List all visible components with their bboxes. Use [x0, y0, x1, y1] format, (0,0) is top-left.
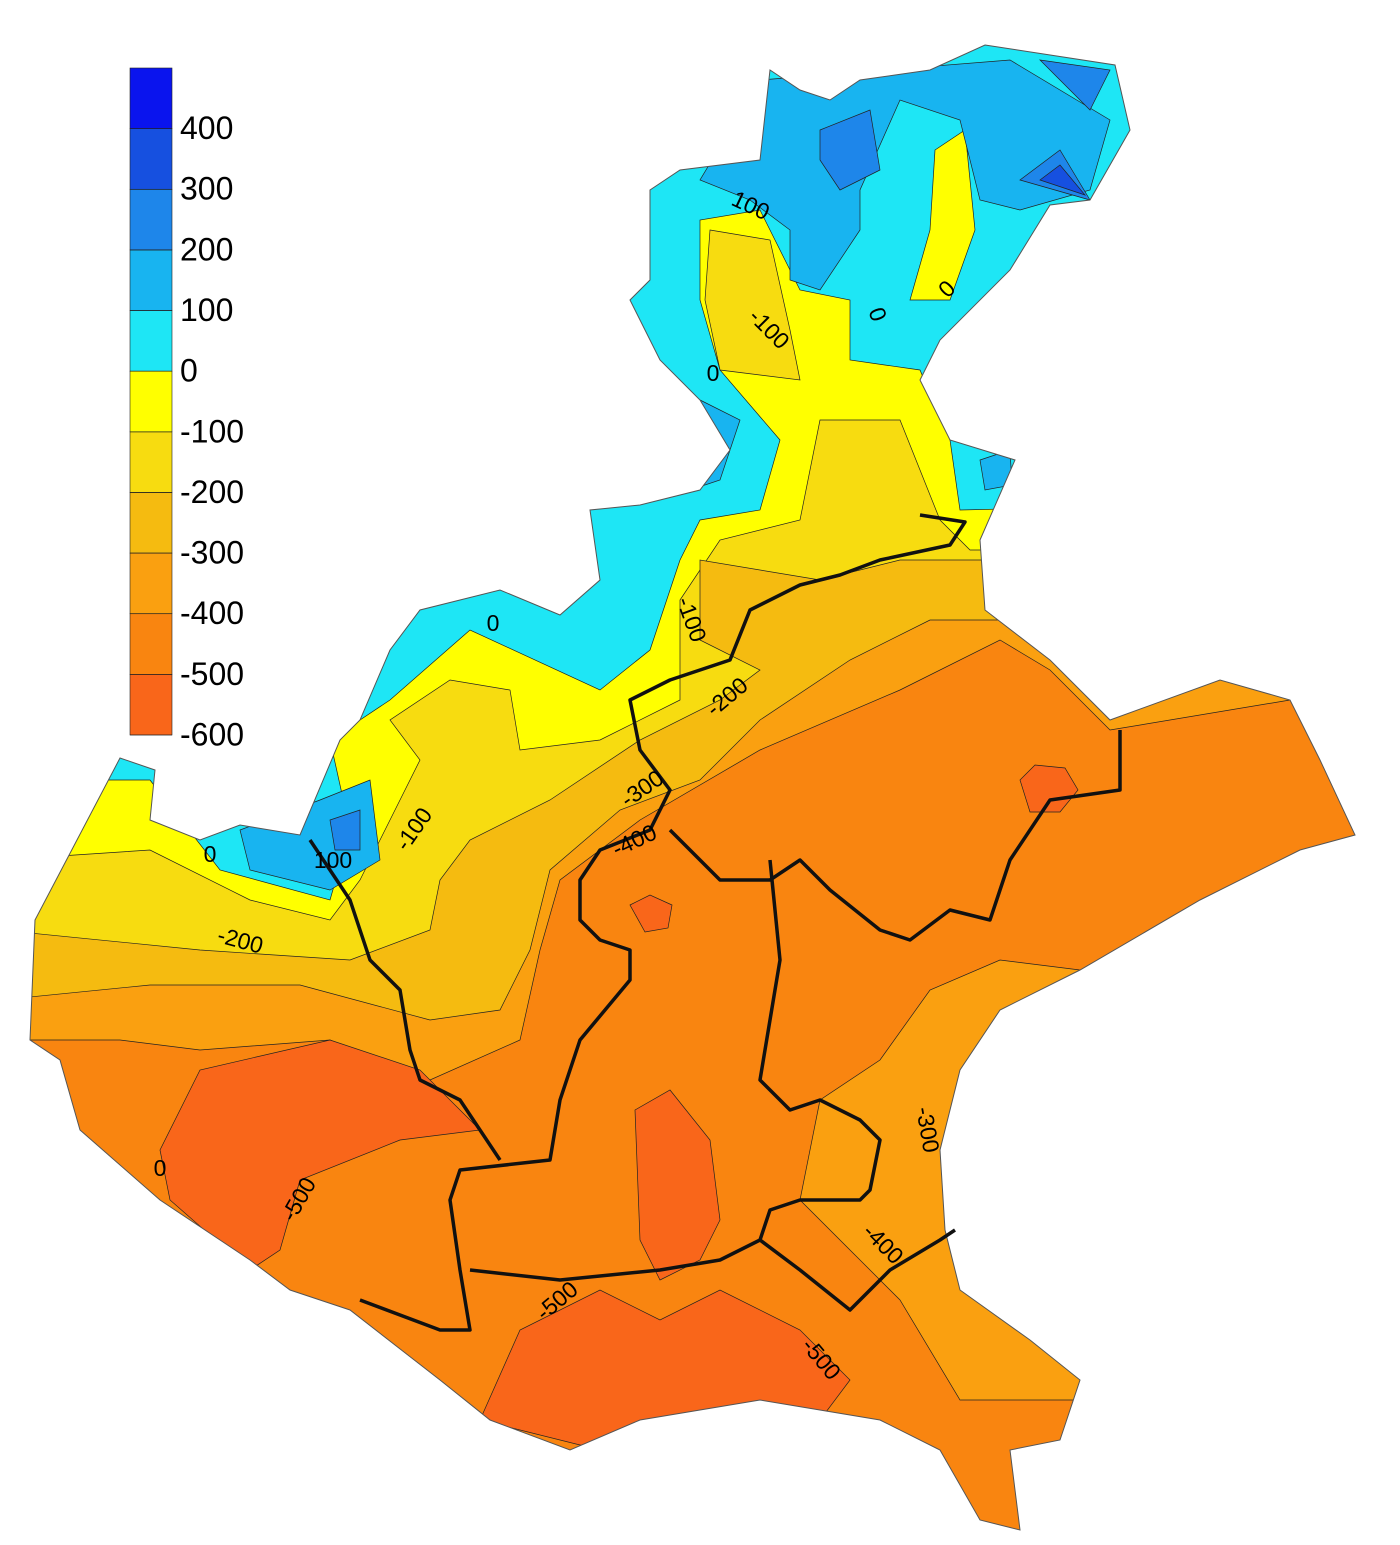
contour-zone — [634, 1089, 721, 1281]
legend-label: -400 — [180, 595, 244, 631]
legend-band — [129, 674, 173, 736]
contour-zone — [1039, 164, 1087, 196]
legend-label: -600 — [180, 716, 244, 752]
contour-zone — [1019, 764, 1079, 813]
province-border — [668, 730, 1122, 942]
legend-band — [129, 128, 173, 190]
contour-label: 0 — [707, 360, 720, 386]
contour-label: 0 — [204, 841, 217, 867]
legend-band — [129, 310, 173, 372]
legend-label: 300 — [180, 171, 233, 207]
legend-label: 200 — [180, 231, 233, 267]
province-border — [308, 839, 502, 1161]
contour-zone — [329, 809, 361, 851]
contour-label: 0 — [487, 610, 500, 636]
contour-zone — [819, 109, 881, 191]
legend-label: 100 — [180, 292, 233, 328]
legend-band — [129, 613, 173, 675]
legend-band — [129, 492, 173, 554]
legend-label: 0 — [180, 353, 198, 389]
contour-zone — [699, 59, 1111, 291]
legend-label: -200 — [180, 474, 244, 510]
legend-band — [129, 552, 173, 615]
legend-label: -300 — [180, 535, 244, 571]
contour-zone — [704, 229, 801, 381]
province-border — [469, 859, 882, 1282]
contour-zone — [239, 779, 381, 891]
legend-label: -100 — [180, 413, 244, 449]
province-border — [359, 513, 967, 1332]
contour-label: 0 — [154, 1155, 167, 1181]
province-borders — [308, 513, 1122, 1332]
legend-label: 400 — [180, 110, 233, 146]
legend-band — [129, 249, 173, 311]
province-border — [758, 1228, 956, 1312]
legend-band — [129, 431, 173, 493]
legend-band — [129, 67, 173, 129]
legend: 400 300 200 100 0 -100 -200 -300 -400 -500 -600 — [129, 67, 244, 752]
contour-label: 100 — [314, 847, 352, 873]
legend-label: -500 — [180, 656, 244, 692]
contour-zone — [1039, 59, 1111, 111]
legend-band — [129, 370, 173, 433]
legend-band — [129, 188, 173, 251]
contour-zone — [629, 894, 673, 933]
